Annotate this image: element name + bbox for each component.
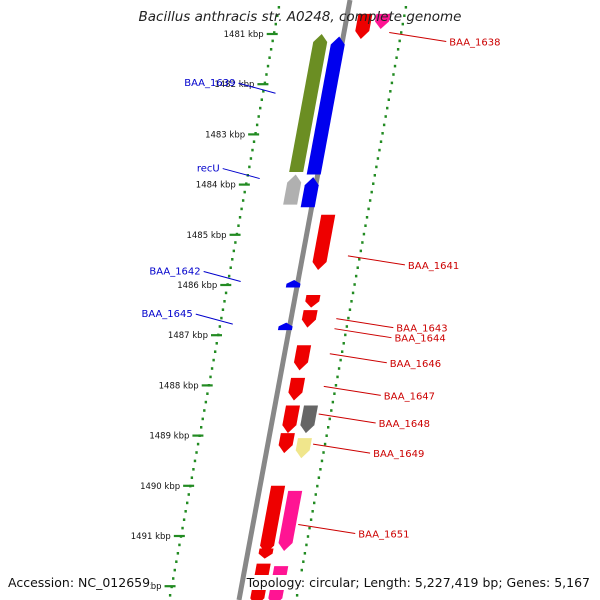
ruler-labels: 1481 kbp 1482 kbp 1483 kbp 1484 kbp 1485 kbp… [121, 30, 278, 592]
kbp-label: 1485 kbp [186, 231, 226, 241]
gene-label-right: BAA_1638 [449, 38, 500, 49]
gene-feature [300, 177, 319, 208]
gene-feature [355, 13, 373, 40]
gene-label-right: BAA_1648 [379, 419, 430, 430]
gene-label-leader [298, 523, 356, 534]
gene-feature [289, 34, 328, 173]
kbp-label: 1491 kbp [131, 532, 171, 542]
gene-label-right: BAA_1644 [394, 334, 445, 345]
kbp-label: 1482 kbp [214, 80, 254, 90]
ruler-ticks-left [168, 6, 281, 597]
gene-feature [258, 548, 274, 559]
gene-feature [295, 438, 312, 459]
kbp-label: 1490 kbp [140, 482, 180, 492]
gene-label-left: BAA_1639 [184, 78, 235, 89]
gene-feature [375, 13, 391, 29]
gene-label-leader [313, 443, 371, 454]
gene-feature [278, 490, 303, 552]
gene-label-leader [329, 353, 387, 364]
gene-feature [305, 295, 321, 308]
gene-feature [301, 310, 318, 328]
gene-feature [293, 345, 312, 371]
gene-label-right: BAA_1651 [358, 529, 409, 540]
gene-feature [277, 322, 293, 331]
kbp-label: 1487 kbp [168, 331, 208, 341]
kbp-label: 1484 kbp [196, 181, 236, 191]
map-title: Bacillus anthracis str. A0248, complete … [138, 9, 462, 25]
gene-feature [285, 279, 301, 288]
kbp-label: 1488 kbp [159, 381, 199, 391]
gene-label-right: BAA_1641 [408, 261, 459, 272]
genome-summary-text: Topology: circular; Length: 5,227,419 bp… [246, 575, 590, 590]
kbp-label: 1489 kbp [149, 432, 189, 442]
gene-feature [306, 36, 345, 175]
gene-label-left: recU [197, 164, 220, 175]
gene-label-leader [318, 413, 376, 424]
gene-label-leader [334, 328, 392, 339]
gene-label-leader [222, 168, 260, 180]
gene-label-right: BAA_1643 [396, 324, 447, 335]
gene-feature [288, 377, 306, 401]
gene-label-right: BAA_1647 [384, 391, 435, 402]
kbp-label: 1481 kbp [224, 30, 264, 40]
accession-text: Accession: NC_012659 [8, 575, 151, 590]
gene-feature [283, 174, 302, 205]
gene-labels: BAA_1639 recU BAA_1642 BAA_1645 BAA_1638 BAA_… [141, 32, 501, 540]
gene-label-leader [195, 313, 233, 325]
gene-label-leader [336, 318, 394, 329]
gene-feature [300, 405, 318, 434]
gene-label-leader [238, 82, 276, 94]
gene-label-leader [347, 255, 405, 266]
gene-label-leader [203, 270, 241, 282]
kbp-label: 1483 kbp [205, 130, 245, 140]
gene-label-left: BAA_1642 [149, 266, 200, 277]
gene-feature [278, 433, 295, 454]
gene-label-right: BAA_1646 [390, 359, 441, 370]
kbp-label: 1486 kbp [177, 281, 217, 291]
gene-label-leader [323, 385, 381, 396]
feature-track [250, 13, 391, 600]
gene-feature [312, 214, 336, 270]
gene-label-left: BAA_1645 [141, 309, 192, 320]
gene-feature [260, 485, 286, 554]
gene-label-leader [389, 32, 447, 43]
gene-label-right: BAA_1649 [373, 449, 424, 460]
gene-feature [282, 405, 300, 434]
